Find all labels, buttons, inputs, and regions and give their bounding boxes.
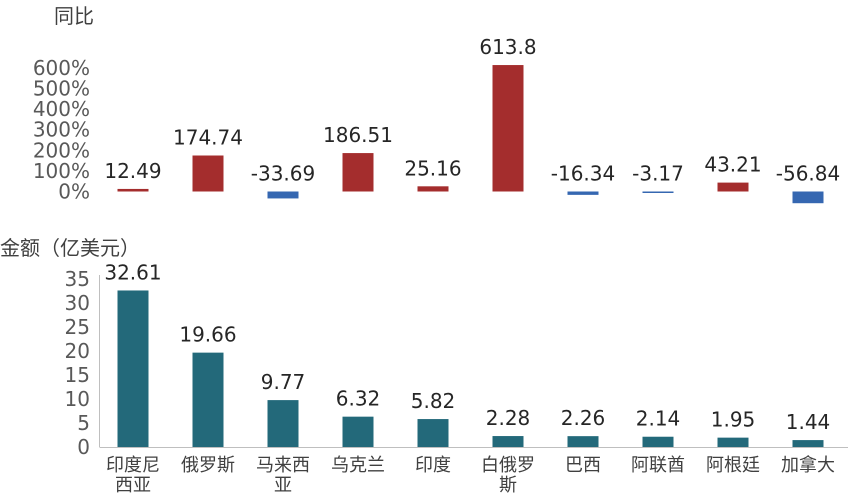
top-value-label: -33.69 bbox=[251, 162, 315, 186]
top-value-label: 174.74 bbox=[173, 126, 243, 150]
category-label: 俄罗斯 bbox=[181, 455, 235, 476]
top-bar-印度 bbox=[417, 186, 449, 192]
bottom-ytick-label: 15 bbox=[65, 363, 90, 387]
category-label: 巴西 bbox=[565, 455, 601, 476]
category-label: 西亚 bbox=[115, 475, 151, 493]
bottom-ytick-label: 5 bbox=[77, 411, 90, 435]
bottom-ytick-label: 0 bbox=[77, 435, 90, 459]
bottom-value-label: 2.14 bbox=[636, 407, 681, 431]
top-value-label: 12.49 bbox=[104, 159, 161, 183]
bottom-ytick-label: 30 bbox=[65, 291, 90, 315]
bottom-ytick-label: 35 bbox=[65, 267, 90, 291]
top-bar-印度尼西亚 bbox=[117, 188, 149, 192]
bottom-value-label: 1.44 bbox=[786, 410, 831, 434]
bottom-value-label: 2.28 bbox=[486, 406, 531, 430]
top-value-label: -3.17 bbox=[632, 162, 684, 186]
top-bar-阿联酋 bbox=[642, 191, 674, 193]
category-label: 阿根廷 bbox=[706, 455, 760, 476]
top-bar-白俄罗斯 bbox=[492, 65, 524, 192]
bottom-bar-乌克兰 bbox=[342, 416, 374, 447]
top-ytick-label: 0% bbox=[58, 180, 90, 204]
top-value-label: 25.16 bbox=[404, 156, 461, 180]
top-value-label: 186.51 bbox=[323, 123, 393, 147]
bottom-ytick-label: 25 bbox=[65, 315, 90, 339]
top-bar-乌克兰 bbox=[342, 153, 374, 192]
bottom-bar-阿联酋 bbox=[642, 436, 674, 447]
top-bar-加拿大 bbox=[792, 191, 824, 204]
bottom-value-label: 19.66 bbox=[179, 323, 236, 347]
top-ytick-label: 600% bbox=[33, 56, 90, 80]
bottom-value-label: 6.32 bbox=[336, 387, 381, 411]
category-label: 马来西 bbox=[256, 455, 310, 476]
top-bar-阿根廷 bbox=[717, 182, 749, 192]
bottom-bar-印度尼西亚 bbox=[117, 290, 149, 447]
bottom-value-label: 32.61 bbox=[104, 260, 161, 284]
bottom-value-label: 1.95 bbox=[711, 408, 756, 432]
bottom-axis-title: 金额（亿美元） bbox=[0, 236, 140, 260]
category-label: 阿联酋 bbox=[631, 455, 685, 476]
top-ytick-label: 500% bbox=[33, 77, 90, 101]
top-bar-马来西亚 bbox=[267, 191, 299, 199]
top-value-label: -16.34 bbox=[551, 162, 615, 186]
bottom-bar-阿根廷 bbox=[717, 437, 749, 447]
category-label: 白俄罗 bbox=[481, 455, 535, 476]
category-label: 加拿大 bbox=[781, 454, 835, 476]
bottom-ytick-label: 20 bbox=[65, 339, 90, 363]
bottom-bar-马来西亚 bbox=[267, 400, 299, 447]
category-label: 斯 bbox=[499, 475, 517, 493]
category-label: 亚 bbox=[274, 475, 292, 493]
top-axis-title: 同比 bbox=[54, 4, 94, 28]
bottom-bar-巴西 bbox=[567, 436, 599, 447]
bottom-bar-加拿大 bbox=[792, 440, 824, 447]
top-value-label: 43.21 bbox=[704, 153, 761, 177]
bottom-bar-俄罗斯 bbox=[192, 352, 224, 447]
top-ytick-label: 400% bbox=[33, 97, 90, 121]
top-ytick-label: 300% bbox=[33, 118, 90, 142]
category-label: 印度尼 bbox=[106, 455, 160, 476]
bottom-value-label: 9.77 bbox=[261, 370, 306, 394]
top-value-label: 613.8 bbox=[479, 35, 536, 59]
category-label: 印度 bbox=[415, 455, 451, 476]
category-label: 乌克兰 bbox=[331, 455, 385, 476]
bottom-bar-印度 bbox=[417, 419, 449, 447]
top-ytick-label: 100% bbox=[33, 159, 90, 183]
top-bar-巴西 bbox=[567, 191, 599, 195]
top-value-label: -56.84 bbox=[776, 162, 840, 186]
top-bar-俄罗斯 bbox=[192, 155, 224, 192]
bottom-bar-白俄罗斯 bbox=[492, 436, 524, 447]
bottom-ytick-label: 10 bbox=[65, 387, 90, 411]
bottom-value-label: 2.26 bbox=[561, 406, 606, 430]
top-ytick-label: 200% bbox=[33, 138, 90, 162]
bottom-value-label: 5.82 bbox=[411, 389, 456, 413]
